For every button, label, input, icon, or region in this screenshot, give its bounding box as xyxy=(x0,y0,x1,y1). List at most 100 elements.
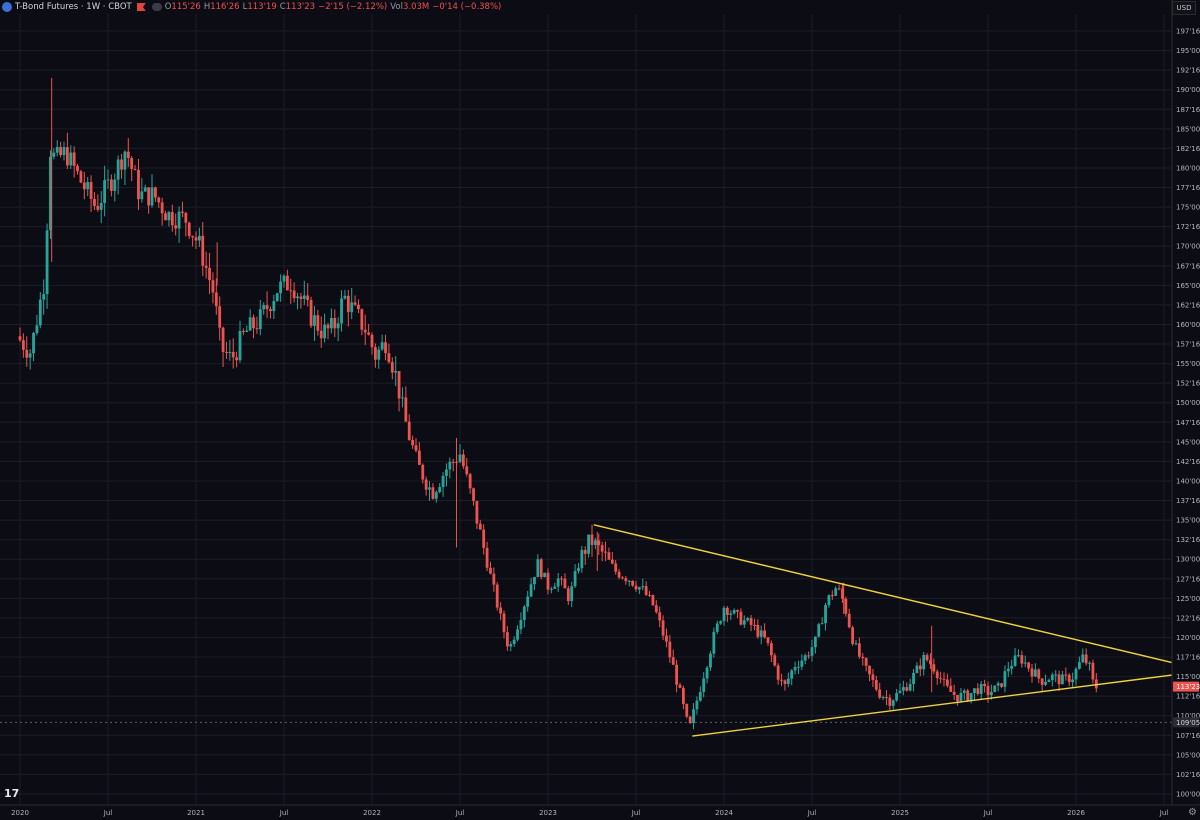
candle-down xyxy=(109,179,113,191)
candle-down xyxy=(384,342,387,354)
candle-up xyxy=(1033,669,1037,677)
candle-down xyxy=(634,585,638,590)
candle-down xyxy=(600,545,604,552)
candle-up xyxy=(106,179,110,181)
candle-down xyxy=(309,300,313,326)
candle-down xyxy=(255,328,259,330)
y-tick-label: 177'16 xyxy=(1176,184,1200,192)
y-tick-label: 195'00 xyxy=(1176,47,1200,55)
candle-down xyxy=(25,349,29,358)
candle-up xyxy=(238,330,242,361)
candle-down xyxy=(621,577,624,579)
upper-trendline[interactable] xyxy=(593,524,1173,664)
last-price-badge[interactable] xyxy=(1173,681,1199,692)
candle-up xyxy=(1088,662,1091,664)
candle-down xyxy=(583,549,587,554)
candle-up xyxy=(1010,665,1014,669)
y-tick-label: 120'00 xyxy=(1176,634,1200,642)
tradingview-logo-icon[interactable]: 17 xyxy=(4,787,20,800)
candle-down xyxy=(1027,662,1031,669)
time-axis-background[interactable] xyxy=(0,805,1200,820)
y-tick-label: 182'16 xyxy=(1176,145,1200,153)
candle-up xyxy=(813,636,817,648)
candle-up xyxy=(973,688,976,694)
lower-trendline[interactable] xyxy=(692,674,1173,737)
symbol-title[interactable]: T-Bond Futures · 1W · CBOT xyxy=(15,2,132,12)
candle-up xyxy=(800,660,804,667)
candle-down xyxy=(766,637,770,644)
candle-up xyxy=(350,302,354,313)
candle-up xyxy=(262,305,266,310)
candle-down xyxy=(482,529,486,548)
y-tick-label: 130'00 xyxy=(1176,556,1200,564)
candle-down xyxy=(21,340,25,350)
candle-down xyxy=(685,704,689,717)
candle-down xyxy=(502,613,506,633)
candle-up xyxy=(1044,681,1047,685)
candle-down xyxy=(844,598,848,614)
candle-up xyxy=(803,655,807,661)
bookmark-flag-icon[interactable] xyxy=(136,3,146,11)
x-tick-label: 2022 xyxy=(363,809,381,817)
candle-down xyxy=(431,487,435,499)
candle-up xyxy=(732,610,736,614)
candle-down xyxy=(289,290,293,292)
time-axis xyxy=(0,804,1200,820)
candle-up xyxy=(1081,654,1085,663)
us-flag-icon xyxy=(2,2,12,12)
candle-up xyxy=(448,461,452,470)
candle-up xyxy=(827,595,831,606)
candle-up xyxy=(282,275,286,282)
open-value: 115'26 xyxy=(171,2,201,12)
candle-down xyxy=(871,674,875,680)
close-value: 113'23 xyxy=(285,2,316,12)
candle-down xyxy=(763,630,767,638)
candle-up xyxy=(113,179,117,191)
candle-down xyxy=(681,687,685,705)
candle-up xyxy=(1050,674,1054,681)
candle-down xyxy=(753,624,756,626)
change-value: −2'15 (−2.12%) xyxy=(318,2,388,12)
candle-down xyxy=(214,292,218,307)
candle-up xyxy=(279,281,283,294)
visibility-toggle-icon[interactable] xyxy=(151,3,162,11)
candle-down xyxy=(285,275,289,291)
candle-down xyxy=(204,265,208,268)
reference-price-badge[interactable] xyxy=(1173,717,1199,728)
candle-up xyxy=(52,152,56,157)
candle-up xyxy=(32,333,35,354)
candle-up xyxy=(272,301,276,312)
candle-down xyxy=(157,197,161,203)
candle-down xyxy=(218,306,222,328)
candle-down xyxy=(79,171,83,183)
y-tick-label: 155'00 xyxy=(1176,360,1200,368)
x-tick-label: Jul xyxy=(279,809,289,817)
candle-up xyxy=(969,693,973,701)
candle-up xyxy=(340,298,343,324)
candle-up xyxy=(543,572,547,578)
settings-gear-icon[interactable]: ⚙ xyxy=(1188,807,1197,818)
candle-down xyxy=(935,671,939,679)
candle-down xyxy=(174,225,178,229)
candle-up xyxy=(526,596,530,607)
candle-up xyxy=(692,709,695,724)
y-tick-label: 122'16 xyxy=(1176,614,1200,622)
candle-down xyxy=(614,563,618,572)
candle-up xyxy=(275,293,279,302)
y-tick-label: 100'00 xyxy=(1176,791,1200,799)
currency-selector[interactable]: USD xyxy=(1172,1,1196,15)
candle-down xyxy=(983,683,987,687)
candle-up xyxy=(86,182,90,190)
candle-down xyxy=(241,330,245,332)
candle-down xyxy=(505,632,509,647)
y-tick-label: 165'00 xyxy=(1176,282,1200,290)
y-tick-label: 175'00 xyxy=(1176,204,1200,212)
candle-down xyxy=(208,267,211,281)
y-tick-label: 110'00 xyxy=(1176,712,1200,720)
candle-up xyxy=(695,700,699,710)
x-tick-label: Jul xyxy=(455,809,465,817)
price-axis-background[interactable] xyxy=(1172,0,1200,805)
y-tick-label: 167'16 xyxy=(1176,262,1200,270)
y-tick-label: 142'16 xyxy=(1176,458,1200,466)
